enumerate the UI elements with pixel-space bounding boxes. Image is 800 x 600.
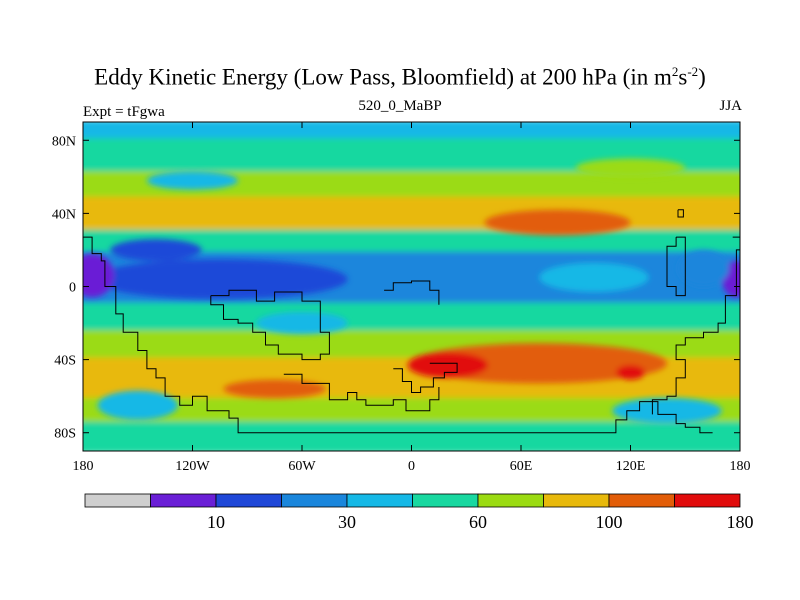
y-tick-label: 80N bbox=[52, 134, 76, 149]
ekе-contour-fill bbox=[83, 122, 740, 451]
colorbar-box-4 bbox=[346, 493, 413, 508]
contour-band-3 bbox=[83, 196, 740, 234]
contour-region-10 bbox=[223, 379, 326, 398]
colorbar: 10 30 60 100 180 bbox=[84, 493, 754, 532]
coastline-3 bbox=[393, 362, 458, 393]
chart-title: Eddy Kinetic Energy (Low Pass, Bloomfiel… bbox=[94, 64, 706, 90]
contour-region-9 bbox=[97, 390, 178, 420]
colorbar-label: 10 bbox=[207, 512, 225, 532]
coastline-5 bbox=[666, 236, 686, 297]
axes: 180 120W 60W 0 60E 120E 180 80N 40N 0 40S 80S bbox=[52, 122, 751, 474]
contour-region-15 bbox=[575, 158, 686, 177]
period-label: 520_0_MaBP bbox=[358, 98, 442, 114]
contour-band-6 bbox=[83, 302, 740, 335]
y-tick-label: 80S bbox=[54, 427, 76, 442]
colorbar-box-7 bbox=[543, 493, 610, 508]
contour-region-14 bbox=[146, 171, 239, 190]
colorbar-box-8 bbox=[608, 493, 675, 508]
colorbar-label: 180 bbox=[727, 512, 754, 532]
x-tick-label: 60W bbox=[288, 459, 316, 474]
colorbar-label: 60 bbox=[469, 512, 487, 532]
y-tick-label: 40S bbox=[54, 354, 76, 369]
coastline-2 bbox=[384, 280, 440, 305]
contour-region-5 bbox=[484, 209, 631, 236]
contour-region-0 bbox=[92, 259, 348, 300]
coastline-1 bbox=[210, 289, 330, 361]
colorbar-box-2 bbox=[215, 493, 282, 508]
x-tick-label: 180 bbox=[73, 459, 94, 474]
coastlines bbox=[83, 209, 740, 434]
contour-region-3 bbox=[110, 238, 202, 261]
coastline-4 bbox=[283, 373, 440, 412]
contour-region-12 bbox=[677, 249, 730, 287]
contour-region-13 bbox=[539, 262, 649, 292]
coastline-0 bbox=[83, 236, 713, 434]
y-tick-label: 0 bbox=[69, 281, 76, 296]
experiment-label: Expt = tFgwa bbox=[83, 104, 165, 120]
colorbar-box-0 bbox=[84, 493, 151, 508]
colorbar-box-5 bbox=[412, 493, 479, 508]
colorbar-box-1 bbox=[150, 493, 217, 508]
contour-region-8 bbox=[615, 365, 646, 380]
colorbar-box-6 bbox=[477, 493, 544, 508]
colorbar-box-3 bbox=[281, 493, 348, 508]
contour-region-7 bbox=[407, 352, 489, 378]
contour-band-0 bbox=[83, 122, 740, 143]
contour-region-1 bbox=[83, 253, 115, 298]
y-tick-label: 40N bbox=[52, 207, 76, 222]
colorbar-box-9 bbox=[674, 493, 741, 508]
colorbar-label: 100 bbox=[596, 512, 623, 532]
x-tick-label: 120E bbox=[616, 459, 646, 474]
x-tick-label: 120W bbox=[175, 459, 210, 474]
contour-region-4 bbox=[256, 312, 348, 335]
colorbar-label: 30 bbox=[338, 512, 356, 532]
coastline-7 bbox=[677, 209, 684, 218]
season-label: JJA bbox=[719, 98, 742, 114]
coastline-6 bbox=[651, 236, 740, 415]
x-tick-label: 180 bbox=[730, 459, 751, 474]
x-tick-label: 0 bbox=[408, 459, 415, 474]
x-tick-label: 60E bbox=[510, 459, 533, 474]
